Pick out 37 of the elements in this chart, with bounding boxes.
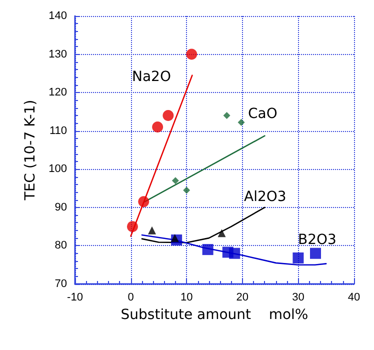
y-tick-label: 80 (54, 240, 67, 252)
y-tick-label: 140 (48, 10, 67, 22)
point (218, 229, 226, 238)
point (229, 248, 240, 259)
annotation: CaO (248, 106, 278, 122)
y-tick-label: 130 (48, 48, 67, 60)
point (183, 186, 190, 194)
point (138, 196, 150, 208)
point (238, 118, 245, 126)
x-tick-label: 30 (292, 292, 304, 304)
x-tick-label: 0 (128, 292, 134, 304)
point (202, 244, 214, 256)
point (223, 112, 230, 120)
x-tick-label: -10 (67, 292, 83, 304)
annotation: Na2O (132, 69, 171, 85)
point (162, 110, 174, 122)
y-axis-title: TEC (10-7 K-1) (22, 100, 39, 202)
y-tick-label: 100 (48, 163, 67, 176)
y-tick-label: 90 (54, 201, 67, 214)
point (148, 226, 156, 234)
x-tick-label: 20 (236, 292, 249, 304)
annotation: Al2O3 (244, 189, 286, 205)
line-series (141, 206, 266, 244)
y-tick-label: 70 (54, 278, 67, 290)
point (186, 48, 198, 60)
y-tick-label: 120 (48, 86, 67, 99)
x-tick-label: 10 (180, 292, 193, 304)
point (310, 248, 321, 259)
point (292, 252, 304, 264)
y-tick-label: 110 (49, 124, 67, 137)
point (172, 177, 179, 184)
x-tick-label: 40 (348, 292, 360, 304)
point (126, 221, 138, 232)
point (152, 122, 164, 133)
point (170, 234, 179, 242)
annotation: B2O3 (298, 232, 336, 248)
x-axis-title: Substitute amount mol% (120, 307, 308, 323)
